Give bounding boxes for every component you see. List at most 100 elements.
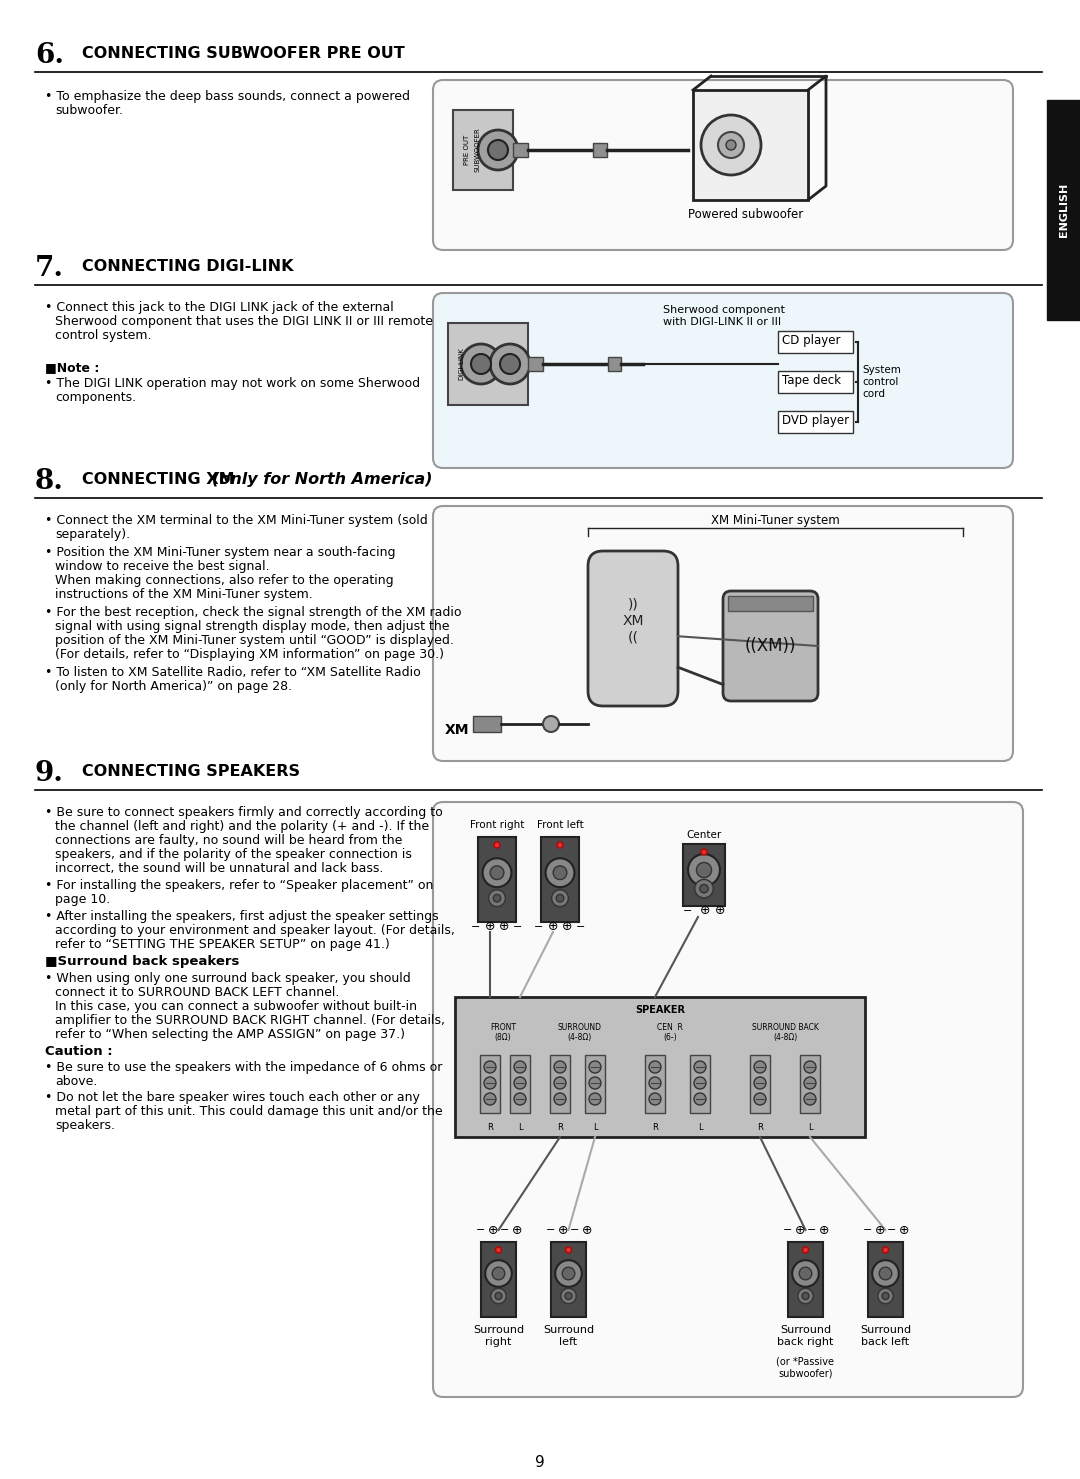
Text: (only for North America)” on page 28.: (only for North America)” on page 28. [55,680,292,694]
Circle shape [561,1288,577,1303]
Circle shape [566,1247,571,1253]
Text: −: − [500,1225,510,1235]
Text: ⊕: ⊕ [557,1223,568,1236]
FancyBboxPatch shape [433,80,1013,250]
Circle shape [882,1247,889,1253]
Text: ⊕: ⊕ [582,1223,592,1236]
Circle shape [701,115,761,175]
Text: CONNECTING DIGI-LINK: CONNECTING DIGI-LINK [82,259,294,274]
Circle shape [490,345,530,385]
Bar [510,1055,530,1114]
Bar [528,356,543,371]
Text: ⊕: ⊕ [512,1223,523,1236]
Text: Caution :: Caution : [45,1046,112,1057]
Circle shape [494,842,500,847]
Bar [868,1242,903,1316]
Circle shape [799,1268,812,1279]
Text: L: L [698,1123,702,1131]
Circle shape [754,1077,766,1089]
Text: ⊕: ⊕ [485,920,496,933]
Text: In this case, you can connect a subwoofer without built-in: In this case, you can connect a subwoofe… [55,1000,417,1013]
Circle shape [798,1288,813,1303]
Text: • Do not let the bare speaker wires touch each other or any: • Do not let the bare speaker wires touc… [45,1092,420,1103]
Text: 8.: 8. [35,467,64,495]
Circle shape [694,880,713,898]
Text: System
control
cord: System control cord [862,365,901,399]
Bar [693,90,808,200]
Text: When making connections, also refer to the operating: When making connections, also refer to t… [55,574,393,587]
Circle shape [471,353,491,374]
Bar [778,371,853,393]
Text: R: R [557,1123,563,1131]
Text: instructions of the XM Mini-Tuner system.: instructions of the XM Mini-Tuner system… [55,589,313,600]
Circle shape [514,1093,526,1105]
Text: DVD player: DVD player [782,414,849,427]
Circle shape [878,1288,893,1303]
Text: window to receive the best signal.: window to receive the best signal. [55,561,270,572]
Text: SURROUND
(4-8Ω): SURROUND (4-8Ω) [558,1023,602,1043]
Text: • Position the XM Mini-Tuner system near a south-facing: • Position the XM Mini-Tuner system near… [45,546,395,559]
Text: −: − [476,1225,486,1235]
Circle shape [701,849,707,855]
Circle shape [557,842,563,847]
Circle shape [694,1077,706,1089]
Circle shape [554,1060,566,1072]
Text: CONNECTING SPEAKERS: CONNECTING SPEAKERS [82,765,300,779]
Text: R: R [652,1123,658,1131]
Text: ⊕: ⊕ [795,1223,806,1236]
Text: Powered subwoofer: Powered subwoofer [688,209,804,220]
Circle shape [793,1260,819,1287]
Circle shape [488,890,505,907]
Text: FRONT
(8Ω): FRONT (8Ω) [490,1023,516,1043]
Text: −: − [535,921,543,932]
Circle shape [554,1093,566,1105]
FancyBboxPatch shape [433,506,1013,762]
Text: Sherwood component
with DIGI-LINK II or III: Sherwood component with DIGI-LINK II or … [663,305,785,327]
Text: above.: above. [55,1075,97,1089]
Circle shape [589,1093,600,1105]
Text: ENGLISH: ENGLISH [1058,183,1068,237]
Text: separately).: separately). [55,528,130,541]
Text: R: R [757,1123,762,1131]
Bar [473,716,501,732]
Circle shape [754,1093,766,1105]
Circle shape [461,345,501,385]
Circle shape [726,141,735,149]
Text: ⊕: ⊕ [899,1223,909,1236]
Circle shape [543,716,559,732]
Text: Center: Center [687,830,721,840]
Circle shape [494,895,501,902]
Text: • To listen to XM Satellite Radio, refer to “XM Satellite Radio: • To listen to XM Satellite Radio, refer… [45,666,421,679]
Text: refer to “SETTING THE SPEAKER SETUP” on page 41.): refer to “SETTING THE SPEAKER SETUP” on … [55,938,390,951]
Circle shape [589,1060,600,1072]
Bar [455,997,865,1137]
Text: • Be sure to connect speakers firmly and correctly according to: • Be sure to connect speakers firmly and… [45,806,443,819]
Text: Surround
right: Surround right [473,1325,524,1346]
Text: the channel (left and right) and the polarity (+ and -). If the: the channel (left and right) and the pol… [55,819,429,833]
Bar [690,1055,710,1114]
Text: ⊕: ⊕ [819,1223,829,1236]
Circle shape [565,1293,572,1300]
Bar [608,356,621,371]
Text: −: − [546,1225,556,1235]
Text: • For the best reception, check the signal strength of the XM radio: • For the best reception, check the sign… [45,606,461,620]
Text: ⊕: ⊕ [488,1223,498,1236]
Text: amplifier to the SURROUND BACK RIGHT channel. (For details,: amplifier to the SURROUND BACK RIGHT cha… [55,1015,445,1026]
Circle shape [649,1077,661,1089]
Circle shape [483,858,512,887]
FancyBboxPatch shape [433,802,1023,1398]
Bar [1047,101,1080,319]
Text: • After installing the speakers, first adjust the speaker settings: • After installing the speakers, first a… [45,910,438,923]
Circle shape [485,1260,512,1287]
Bar [481,1242,516,1316]
Bar [778,331,853,353]
Text: −: − [471,921,481,932]
Circle shape [514,1077,526,1089]
Text: incorrect, the sound will be unnatural and lack bass.: incorrect, the sound will be unnatural a… [55,862,383,876]
Text: ⊕: ⊕ [700,905,711,917]
Circle shape [802,1247,809,1253]
Text: control system.: control system. [55,328,151,342]
Text: Sherwood component that uses the DIGI LINK II or III remote: Sherwood component that uses the DIGI LI… [55,315,433,328]
Text: • To emphasize the deep bass sounds, connect a powered: • To emphasize the deep bass sounds, con… [45,90,410,104]
Bar [728,596,813,611]
